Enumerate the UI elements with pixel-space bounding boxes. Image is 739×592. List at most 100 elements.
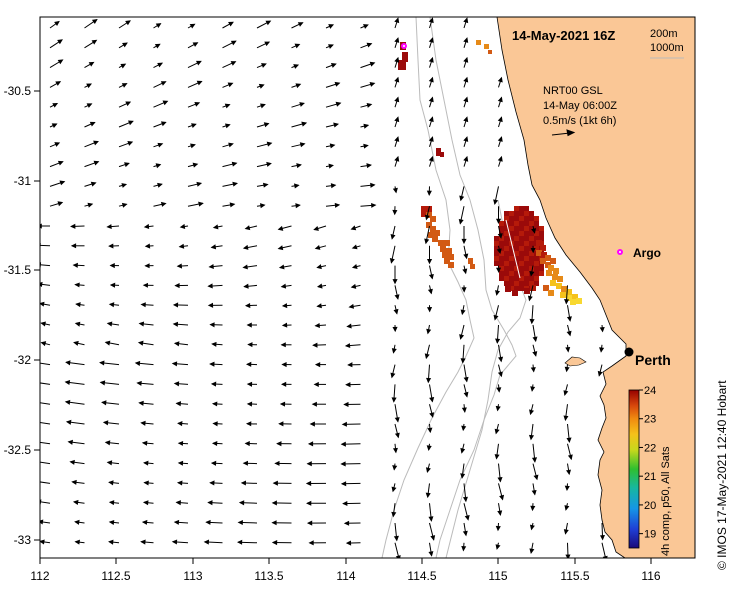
current-arrowhead [426, 445, 432, 451]
current-arrowhead [460, 473, 466, 479]
current-arrowhead [154, 43, 161, 49]
current-arrowhead [366, 102, 373, 108]
current-arrowhead [370, 182, 376, 188]
current-arrowhead [306, 500, 312, 506]
current-arrow [40, 441, 51, 445]
current-arrowhead [278, 421, 284, 427]
sst-pixel [534, 281, 539, 286]
current-arrowhead [366, 42, 373, 48]
current-arrowhead [264, 41, 271, 47]
sst-pixel [524, 276, 529, 281]
current-arrowhead [109, 263, 115, 269]
current-arrowhead [33, 460, 37, 463]
current-vectors [33, 17, 608, 558]
sst-pixel [436, 148, 441, 156]
current-arrowhead [238, 500, 245, 506]
sst-pixel [499, 261, 504, 266]
current-arrowhead [108, 302, 115, 308]
sst-pixel [509, 231, 514, 236]
current-arrowhead [237, 520, 243, 525]
current-arrowhead [245, 361, 252, 367]
sst-pixel [524, 261, 529, 266]
current-arrowhead [299, 102, 305, 107]
sst-pixel [529, 251, 534, 256]
current-arrowhead [34, 361, 38, 365]
sst-pixel [519, 226, 524, 231]
current-arrowhead [306, 461, 312, 467]
sst-pixel [504, 256, 509, 261]
current-arrowhead [564, 299, 570, 305]
product-name: NRT00 GSL [543, 85, 603, 97]
current-arrowhead [194, 101, 201, 107]
current-arrowhead [293, 183, 300, 189]
current-arrowhead [209, 322, 215, 328]
current-arrowhead [333, 122, 340, 128]
current-arrowhead [266, 141, 273, 147]
sst-pixel [524, 288, 530, 294]
colorbar-label: 4h comp, p50, All Sats [660, 446, 672, 556]
current-arrowhead [173, 341, 180, 347]
current-arrowhead [40, 519, 44, 525]
current-arrowhead [40, 539, 45, 545]
current-arrowhead [497, 136, 503, 142]
current-arrowhead [495, 544, 501, 550]
current-arrowhead [87, 202, 94, 208]
current-arrowhead [74, 321, 81, 327]
sst-pixel [509, 276, 514, 281]
sst-pixel [504, 251, 509, 256]
sst-pixel [448, 254, 454, 260]
sst-pixel [509, 246, 514, 251]
current-arrowhead [157, 62, 164, 68]
current-arrowhead [93, 160, 100, 166]
sst-pixel [444, 258, 450, 264]
current-arrowhead [246, 401, 253, 407]
current-arrowhead [54, 20, 60, 27]
current-arrowhead [65, 419, 72, 425]
current-arrowhead [350, 225, 357, 231]
current-arrowhead [203, 539, 210, 545]
isobath-over-patch [505, 219, 521, 279]
current-arrowhead [171, 539, 178, 545]
current-arrowhead [463, 76, 469, 83]
colorbar-tick-22: 22 [644, 442, 656, 454]
current-arrowhead [340, 441, 346, 447]
sst-pixel [444, 240, 450, 246]
current-arrowhead [211, 401, 218, 407]
current-arrowhead [207, 302, 214, 308]
sst-pixel [398, 60, 406, 70]
x-tick-112: 112 [30, 569, 49, 583]
current-arrowhead [109, 282, 116, 288]
current-arrowhead [430, 535, 436, 541]
sst-pixel [519, 281, 524, 286]
sst-pixel [402, 52, 408, 62]
sst-pixel [524, 216, 529, 221]
sst-pixel [484, 44, 489, 49]
sst-pixel [519, 261, 524, 266]
current-arrowhead [312, 342, 318, 348]
perth-marker [624, 347, 634, 357]
current-arrowhead [363, 143, 369, 149]
sst-pixel [572, 294, 578, 300]
current-arrowhead [160, 201, 167, 207]
current-arrowhead [277, 225, 284, 231]
current-arrow [40, 422, 51, 425]
isobath-200m [429, 17, 517, 558]
current-arrowhead [141, 519, 148, 525]
current-arrowhead [424, 214, 430, 221]
current-arrowhead [86, 103, 93, 108]
sst-pixel [536, 250, 542, 256]
sst-pixel [566, 289, 572, 295]
current-arrowhead [394, 96, 400, 103]
sst-pixel [534, 236, 539, 241]
current-arrowhead [106, 224, 112, 230]
sst-pixel [448, 262, 454, 268]
current-arrow [40, 244, 51, 247]
sst-pixel [529, 241, 534, 246]
sst-pixel [519, 246, 524, 251]
sst-pixel [530, 285, 536, 291]
current-arrowhead [40, 301, 45, 307]
current-arrowhead [271, 540, 278, 546]
current-arrowhead [141, 440, 148, 446]
current-arrowhead [314, 362, 321, 368]
current-arrowhead [391, 486, 397, 493]
